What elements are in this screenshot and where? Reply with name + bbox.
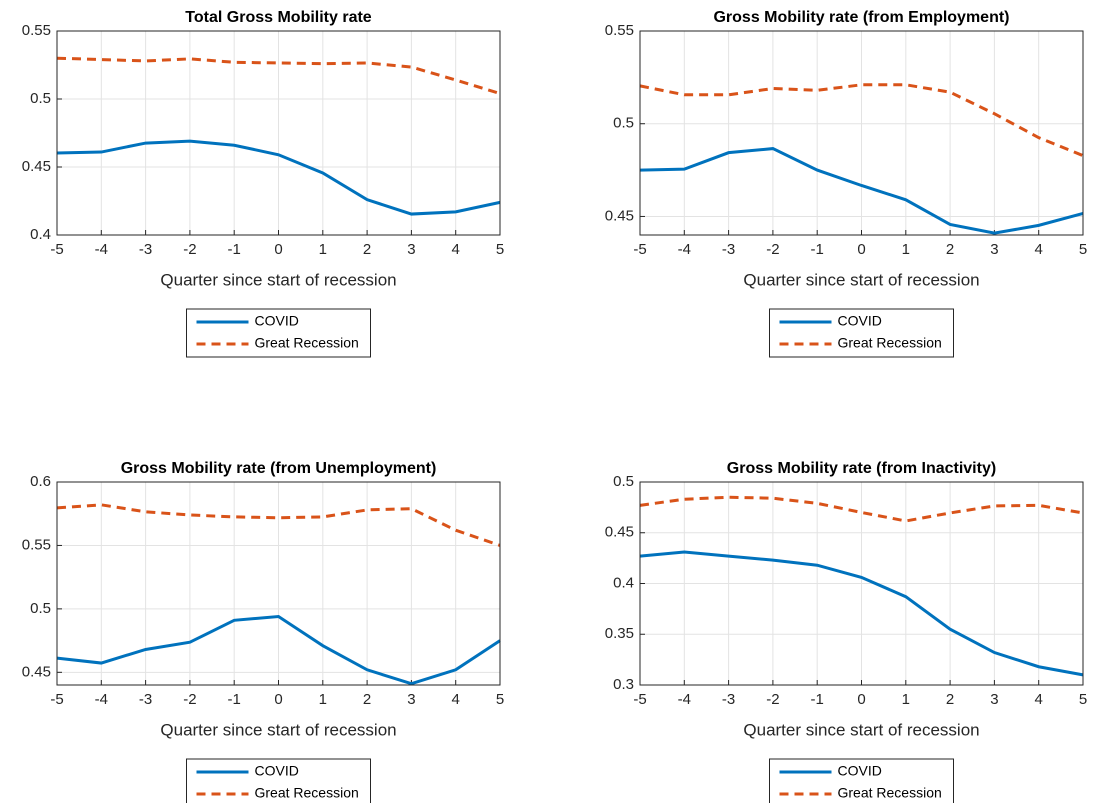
x-tick-label: -2 [766, 241, 779, 258]
x-tick-label: 2 [363, 241, 371, 258]
x-axis-label: Quarter since start of recession [160, 720, 396, 739]
x-tick-label: -4 [678, 241, 691, 258]
legend-box [186, 308, 371, 358]
x-tick-label: 0 [857, 241, 865, 258]
x-tick-label: -5 [633, 241, 646, 258]
line-series [56, 139, 501, 216]
y-tick-label: 0.4 [30, 226, 51, 243]
y-tick-label: 0.6 [30, 473, 51, 490]
chart-title: Gross Mobility rate (from Unemployment) [121, 460, 437, 477]
y-tick-label: 0.45 [605, 524, 634, 541]
subplot: -5 -4 -3 -2 -1 0 1 2 3 4 5 0.3 0.35 0.4 0.45 0.5 Gross M… [605, 460, 1087, 803]
y-tick-label: 0.4 [613, 574, 634, 591]
x-tick-label: 1 [902, 691, 910, 708]
x-axis-label: Quarter since start of recession [743, 720, 979, 739]
x-axis-label: Quarter since start of recession [160, 270, 396, 289]
x-tick-label: 3 [990, 691, 998, 708]
x-tick-label: -4 [678, 691, 691, 708]
y-tick-label: 0.55 [22, 22, 51, 39]
y-tick-label: 0.3 [613, 676, 634, 693]
legend-label: Great Recession [255, 335, 359, 351]
legend-label: Great Recession [255, 785, 359, 801]
x-tick-label: 0 [857, 691, 865, 708]
x-tick-label: -1 [811, 241, 824, 258]
x-tick-label: 5 [496, 691, 504, 708]
legend-label: COVID [838, 313, 882, 329]
line-series [639, 550, 1084, 677]
y-tick-label: 0.55 [22, 536, 51, 553]
legend-label: COVID [255, 313, 299, 329]
x-tick-label: -4 [95, 691, 108, 708]
x-tick-label: 5 [496, 241, 504, 258]
legend-box [186, 758, 371, 803]
x-tick-label: 2 [946, 691, 954, 708]
x-tick-label: 5 [1079, 241, 1087, 258]
x-tick-label: 1 [902, 241, 910, 258]
axes-box [56, 481, 501, 686]
y-tick-label: 0.5 [613, 115, 634, 132]
x-tick-label: -2 [766, 691, 779, 708]
x-tick-label: -5 [633, 691, 646, 708]
subplot: -5 -4 -3 -2 -1 0 1 2 3 4 5 0.4 0.45 0.5 0.55 Total Gros… [22, 9, 504, 358]
x-axis-label: Quarter since start of recession [743, 270, 979, 289]
legend-label: Great Recession [838, 785, 942, 801]
chart-title: Total Gross Mobility rate [185, 9, 372, 26]
x-tick-label: 0 [274, 691, 282, 708]
x-tick-label: -3 [722, 241, 735, 258]
x-tick-label: -3 [722, 691, 735, 708]
line-series [639, 147, 1084, 235]
y-tick-label: 0.45 [22, 158, 51, 175]
x-tick-label: 3 [990, 241, 998, 258]
x-tick-label: 2 [363, 691, 371, 708]
y-tick-label: 0.45 [605, 207, 634, 224]
x-tick-label: 1 [319, 691, 327, 708]
axes-box [639, 30, 1084, 236]
x-tick-label: -2 [183, 691, 196, 708]
x-tick-label: 3 [407, 691, 415, 708]
axes-box [56, 30, 501, 236]
legend-label: Great Recession [838, 335, 942, 351]
x-tick-label: -1 [228, 241, 241, 258]
x-tick-label: 0 [274, 241, 282, 258]
y-tick-label: 0.45 [22, 663, 51, 680]
x-tick-label: -2 [183, 241, 196, 258]
x-tick-label: 2 [946, 241, 954, 258]
chart-title: Gross Mobility rate (from Inactivity) [727, 460, 996, 477]
y-tick-label: 0.5 [613, 473, 634, 490]
x-tick-label: 3 [407, 241, 415, 258]
line-series [639, 83, 1084, 158]
line-series [56, 614, 501, 686]
chart-title: Gross Mobility rate (from Employment) [713, 9, 1009, 26]
legend-label: COVID [838, 763, 882, 779]
y-tick-label: 0.35 [605, 625, 634, 642]
x-tick-label: -5 [50, 691, 63, 708]
x-tick-label: 4 [452, 691, 460, 708]
subplot: -5 -4 -3 -2 -1 0 1 2 3 4 5 0.45 0.5 0.55 0.6 Gross Mobi… [22, 460, 504, 803]
y-tick-label: 0.5 [30, 90, 51, 107]
legend-box [769, 308, 954, 358]
legend-box [769, 758, 954, 803]
x-tick-label: 4 [452, 241, 460, 258]
x-tick-label: -5 [50, 241, 63, 258]
x-tick-label: 4 [1035, 691, 1043, 708]
y-tick-label: 0.5 [30, 600, 51, 617]
x-tick-label: 5 [1079, 691, 1087, 708]
x-tick-label: 1 [319, 241, 327, 258]
subplot: -5 -4 -3 -2 -1 0 1 2 3 4 5 0.45 0.5 0.55 Gross Mobilit… [605, 9, 1087, 358]
x-tick-label: -1 [228, 691, 241, 708]
y-tick-label: 0.55 [605, 22, 634, 39]
x-tick-label: -4 [95, 241, 108, 258]
axes-box [639, 481, 1084, 686]
x-tick-label: -3 [139, 241, 152, 258]
x-tick-label: -1 [811, 691, 824, 708]
x-tick-label: -3 [139, 691, 152, 708]
legend-label: COVID [255, 763, 299, 779]
x-tick-label: 4 [1035, 241, 1043, 258]
